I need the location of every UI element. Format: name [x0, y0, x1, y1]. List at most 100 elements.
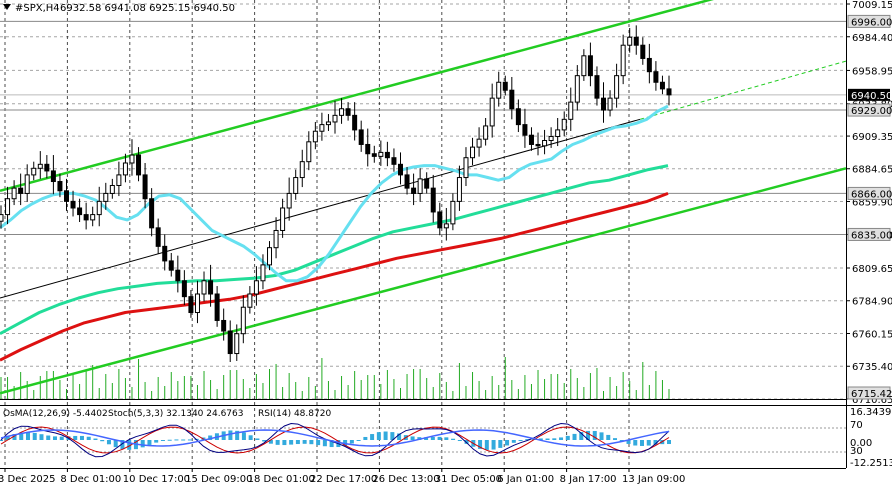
- candle-body-23: [149, 198, 155, 229]
- candle-body-87: [568, 101, 574, 120]
- candle-body-100: [653, 71, 659, 83]
- candle-body-68: [443, 223, 449, 229]
- stoch-signal-line: [0, 426, 670, 454]
- candle-body-44: [286, 192, 292, 209]
- osma-bar-97: [653, 440, 658, 445]
- candle-body-40: [260, 264, 266, 282]
- candle-body-8: [50, 170, 56, 183]
- candle-body-55: [358, 129, 364, 145]
- candle-body-97: [633, 36, 639, 46]
- candle-body-94: [614, 75, 620, 99]
- candle-body-7: [44, 163, 50, 172]
- osma-bar-90: [606, 434, 611, 440]
- time-tick-label-8: 6 Jan 01:00: [497, 474, 554, 485]
- candle-body-51: [332, 114, 338, 123]
- candle-body-73: [476, 138, 482, 148]
- osma-bar-15: [100, 440, 105, 442]
- osma-bar-14: [93, 438, 98, 440]
- candle-body-82: [535, 143, 541, 147]
- candle-body-27: [175, 269, 181, 282]
- candle-body-46: [299, 161, 305, 179]
- candle-body-6: [37, 163, 43, 169]
- candle-body-42: [273, 229, 279, 249]
- horizontal-levels: [0, 20, 846, 235]
- candle-body-9: [57, 181, 63, 192]
- osma-bar-45: [302, 440, 307, 444]
- price-tick-label-0: 7009.15: [852, 0, 892, 11]
- candle-body-21: [136, 154, 142, 176]
- candle-body-79: [515, 108, 521, 126]
- osma-bar-59: [397, 433, 402, 440]
- candle-body-72: [470, 146, 476, 159]
- candle-body-57: [371, 153, 377, 157]
- osma-bar-12: [79, 435, 84, 440]
- candle-body-58: [378, 151, 384, 157]
- osma-bar-7: [46, 435, 51, 440]
- stoch-main-line: [0, 422, 670, 458]
- osma-bar-23: [154, 440, 159, 443]
- candle-body-5: [31, 167, 37, 176]
- price-tick-label-12: 6710.65: [852, 395, 892, 406]
- price-tick-label-11: 6735.40: [852, 362, 892, 373]
- osma-bar-0: [0, 440, 3, 441]
- osma-bar-22: [147, 440, 152, 445]
- osma-bar-92: [619, 440, 624, 442]
- candle-body-80: [522, 124, 528, 136]
- osma-bar-68: [457, 440, 462, 442]
- level-tag-box-1: [847, 103, 891, 117]
- osma-bar-55: [370, 434, 375, 440]
- candle-body-74: [483, 125, 489, 140]
- candle-body-20: [129, 154, 135, 164]
- candle-body-12: [77, 207, 83, 216]
- volume-tag: 6715.42: [851, 389, 892, 400]
- osma-bar-58: [390, 432, 395, 440]
- time-tick-label-10: 13 Jan 09:00: [622, 474, 685, 485]
- candle-body-34: [221, 319, 227, 332]
- candle-body-69: [450, 200, 456, 225]
- candle-body-35: [227, 330, 233, 355]
- candle-body-81: [528, 134, 534, 145]
- level-tag-3: 6835.00: [851, 230, 892, 241]
- osma-bar-19: [127, 440, 132, 450]
- dropdown-arrow-icon[interactable]: [3, 4, 11, 10]
- ema-slow-line: [0, 191, 669, 362]
- osma-bar-95: [640, 440, 645, 446]
- candle-body-78: [509, 89, 515, 110]
- time-tick-label-5: 22 Dec 17:00: [310, 474, 377, 485]
- candle-body-11: [70, 200, 76, 209]
- osma-bar-3: [19, 432, 24, 440]
- osma-bar-36: [241, 432, 246, 440]
- osma-bar-80: [538, 438, 543, 440]
- ema-mid-line: [0, 164, 669, 336]
- last-price-tag-box: [848, 88, 890, 101]
- symbol-label: #SPX,H4: [15, 3, 60, 14]
- candle-body-59: [384, 151, 390, 159]
- ema-fast-line: [0, 104, 669, 283]
- osma-bar-21: [140, 440, 145, 448]
- stoch-label: Stoch(5,3,3) 32.1340 24.6763: [108, 409, 243, 419]
- candle-body-63: [411, 187, 417, 194]
- level-tag-1: 6929.00: [851, 106, 892, 117]
- osma-bar-11: [73, 435, 78, 440]
- candle-body-10: [63, 190, 69, 202]
- osma-bar-99: [667, 440, 671, 445]
- osma-bar-85: [572, 433, 577, 440]
- price-tick-label-10: 6760.15: [852, 329, 892, 340]
- level-tag-0: 6996.00: [851, 17, 892, 28]
- osma-bar-2: [12, 434, 17, 440]
- level-tag-box-0: [847, 14, 891, 28]
- candle-body-83: [542, 139, 548, 147]
- candle-body-18: [116, 174, 122, 186]
- candle-body-41: [267, 247, 273, 266]
- osma-bar-34: [228, 430, 233, 440]
- candle-body-88: [574, 75, 580, 103]
- candle-body-101: [659, 81, 665, 90]
- candle-body-3: [18, 187, 24, 194]
- osma-bar-28: [187, 439, 192, 441]
- osma-bar-40: [268, 440, 273, 444]
- candle-body-56: [365, 143, 371, 155]
- volume-tag-box: [847, 386, 891, 400]
